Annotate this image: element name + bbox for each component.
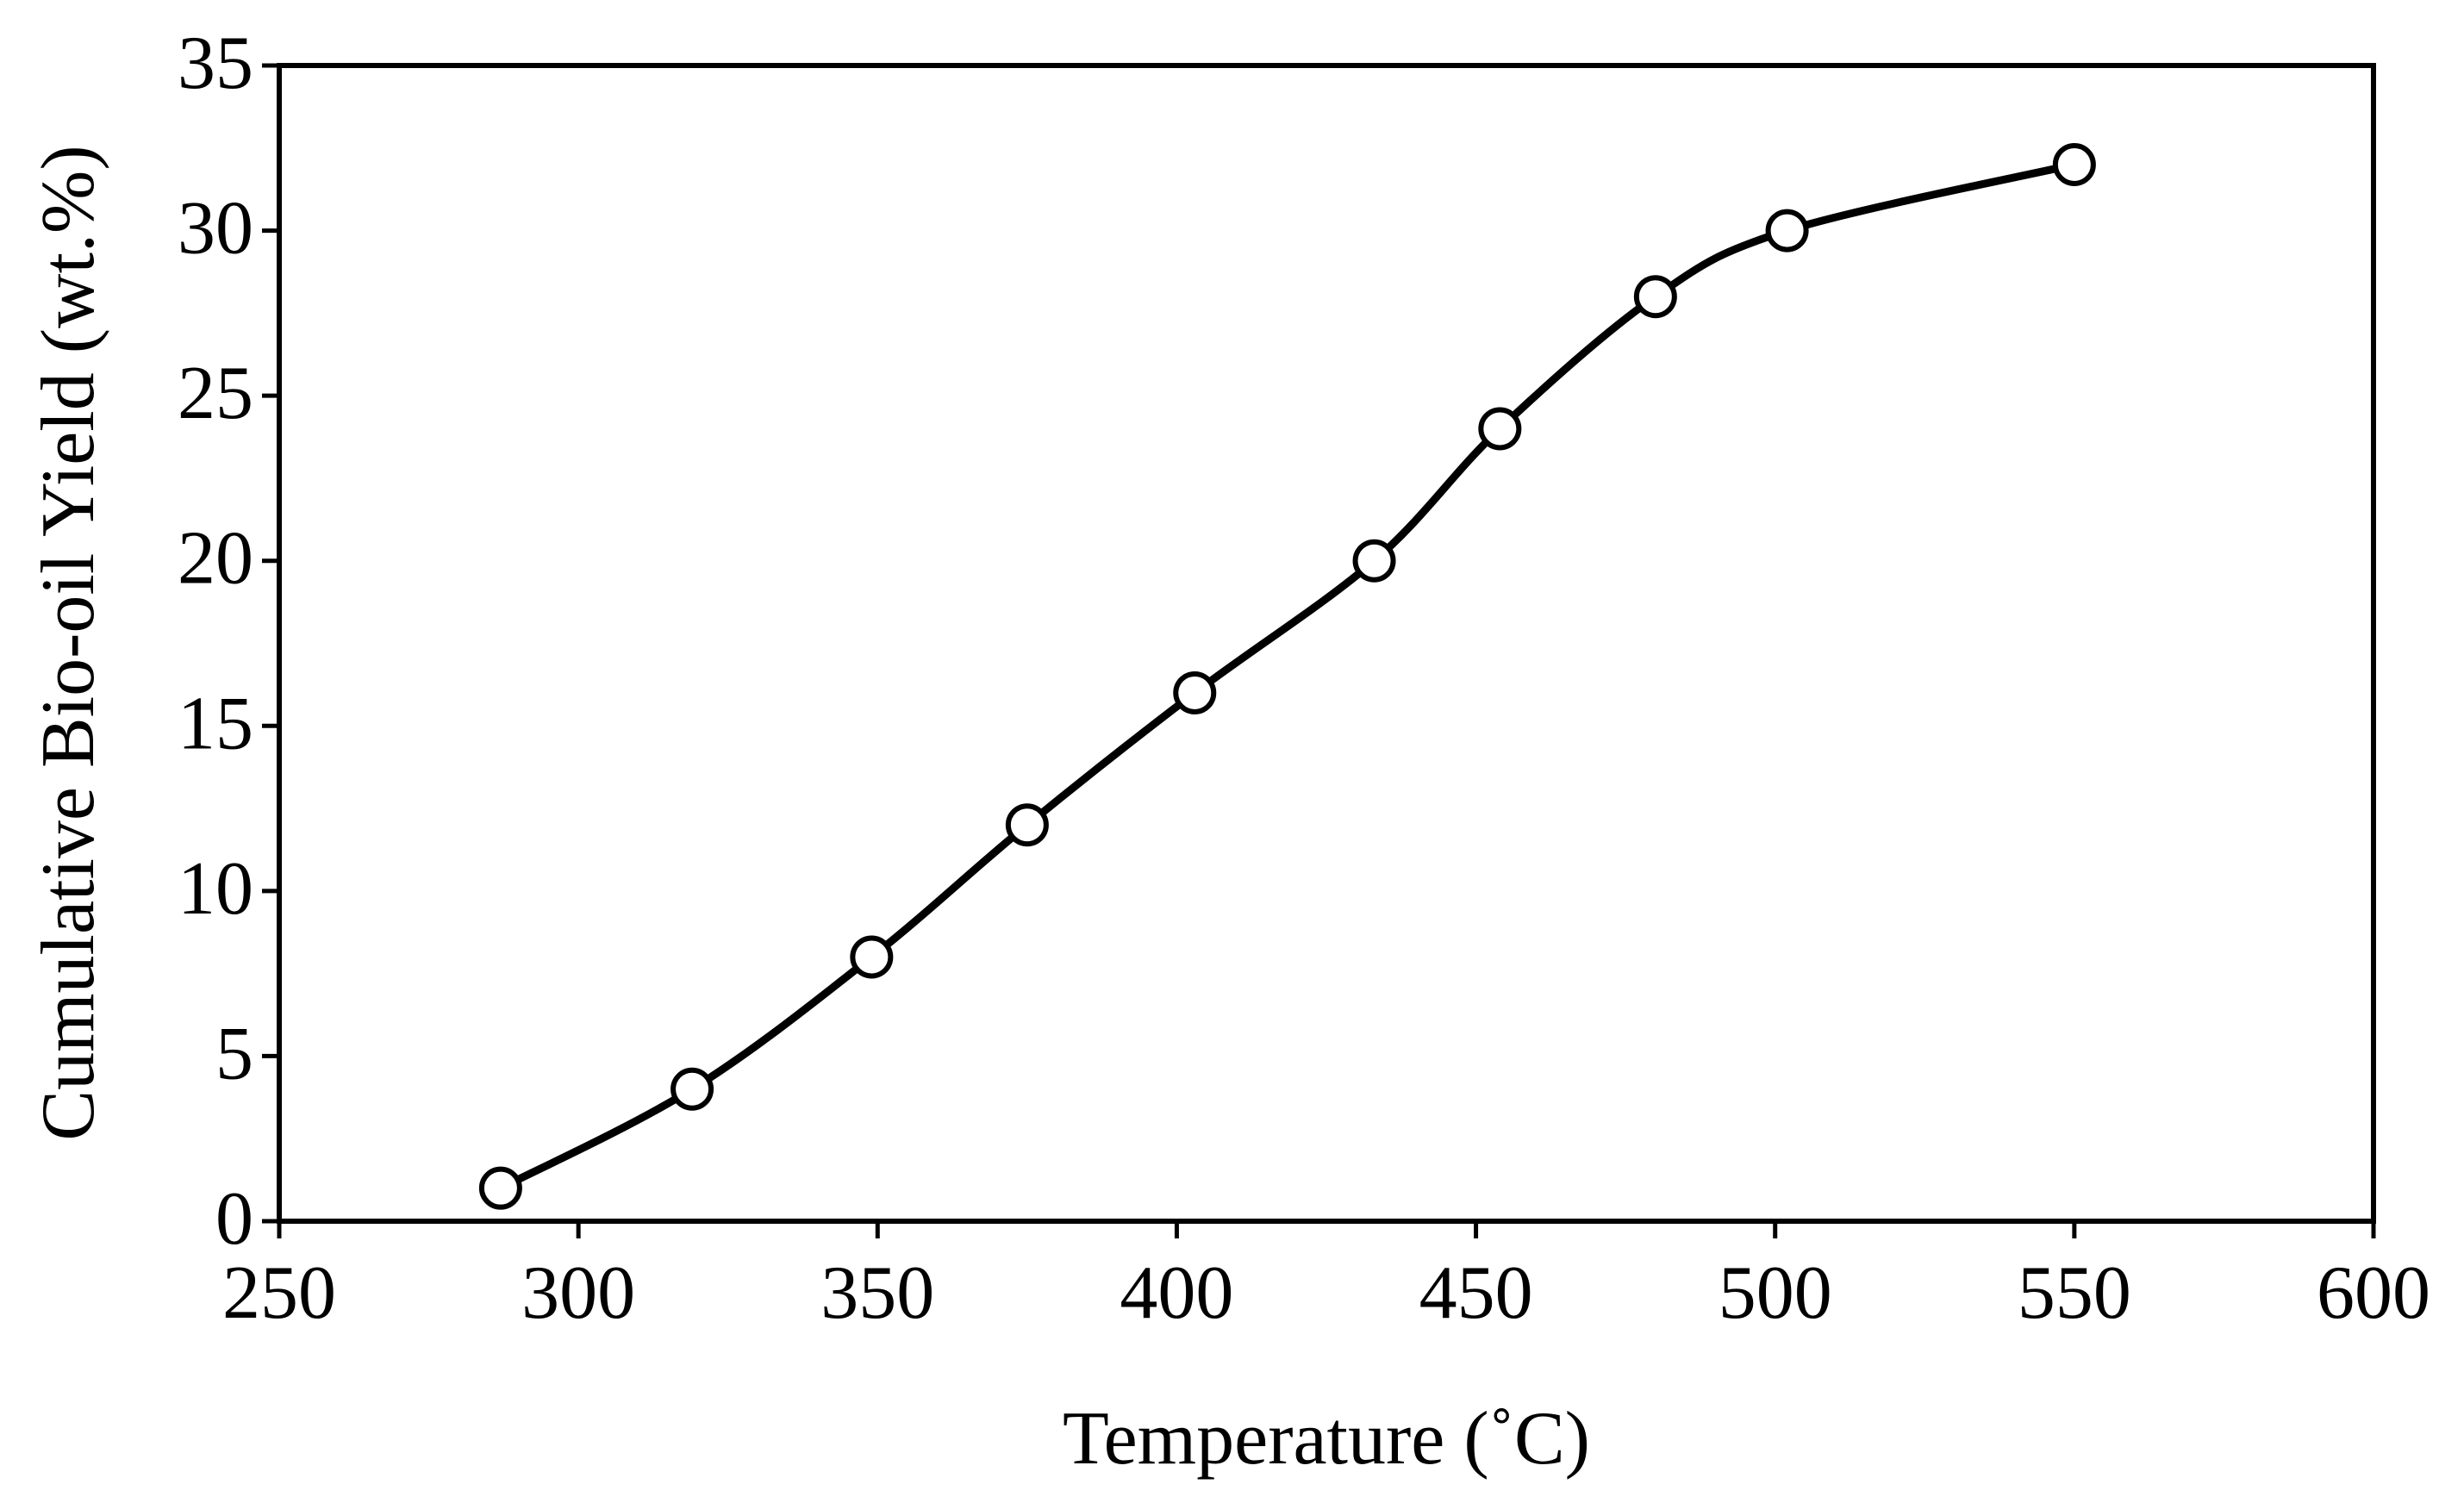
data-point — [1173, 670, 1217, 714]
x-tick-label: 300 — [521, 1251, 635, 1335]
y-tick-label: 35 — [178, 22, 253, 105]
x-tick-label: 250 — [222, 1251, 336, 1335]
y-tick-label: 20 — [178, 517, 253, 601]
x-tick-label: 400 — [1120, 1251, 1233, 1335]
y-tick-label: 25 — [178, 352, 253, 435]
data-point — [1633, 275, 1677, 319]
data-point — [478, 1166, 522, 1210]
data-point — [671, 1067, 714, 1111]
data-point — [1005, 803, 1049, 847]
x-tick-label: 550 — [2018, 1251, 2131, 1335]
x-tick-label: 450 — [1419, 1251, 1533, 1335]
data-point — [850, 935, 894, 979]
y-tick-label: 0 — [215, 1177, 253, 1261]
x-axis-ticks: 250 300 350 400 450 500 550 600 — [222, 1221, 2430, 1335]
x-tick-label: 600 — [2317, 1251, 2430, 1335]
y-tick-label: 10 — [178, 847, 253, 931]
x-tick-label: 350 — [820, 1251, 934, 1335]
x-tick-label: 500 — [1719, 1251, 1832, 1335]
y-tick-label: 15 — [178, 682, 253, 765]
data-point — [1765, 209, 1809, 253]
data-point — [1478, 407, 1522, 451]
x-axis-label: Temperature (˚C) — [1063, 1397, 1590, 1481]
data-point — [2052, 142, 2096, 186]
y-axis-ticks: 0 5 10 15 20 25 30 35 — [178, 22, 279, 1261]
y-tick-label: 5 — [215, 1012, 253, 1095]
series-line — [496, 160, 2079, 1193]
y-tick-label: 30 — [178, 187, 253, 271]
data-point — [1352, 539, 1396, 583]
plot-area — [277, 63, 2376, 1224]
y-axis-label: Cumulative Bio-oil Yield (wt.%) — [27, 145, 110, 1140]
series-markers — [478, 142, 2096, 1210]
